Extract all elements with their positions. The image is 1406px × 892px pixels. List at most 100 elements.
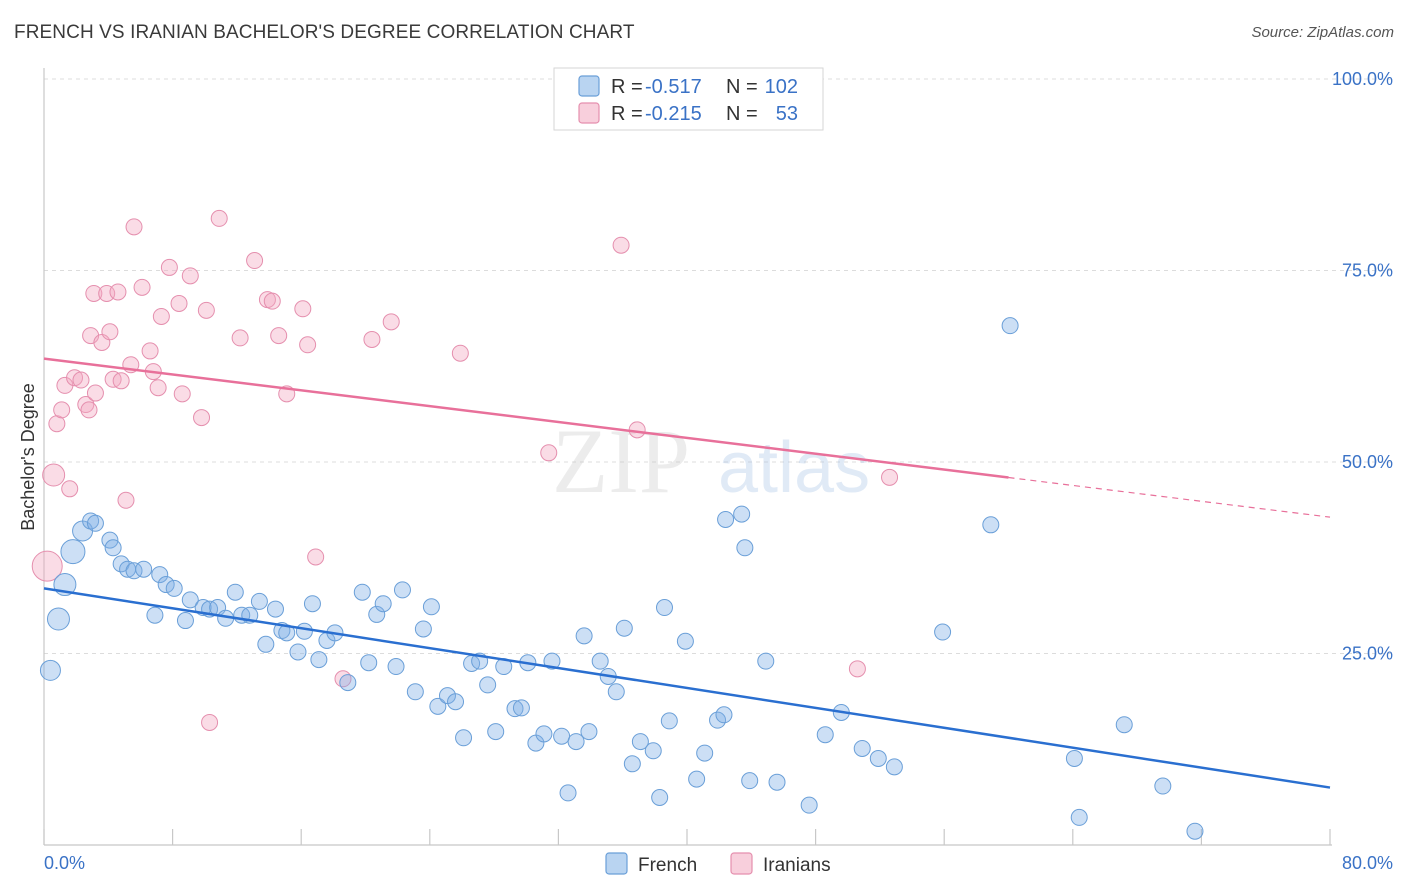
iranians-point-42 [299,336,317,354]
bottom-legend: French Iranians [605,852,831,876]
iranians-point-49 [612,236,630,254]
french-point-45 [414,620,432,638]
french-point-23 [226,583,244,601]
french-points [39,317,1204,840]
french-point-8 [104,539,122,557]
iranians-point-41 [294,300,312,318]
french-point-43 [393,581,411,599]
french-point-18 [181,591,199,609]
iranians-point-33 [201,713,219,731]
bottom-legend-swatch-iranians [730,852,753,875]
iranians-point-23 [141,342,159,360]
legend-n-value-french: 102 [765,76,798,98]
iranians-point-19 [117,491,135,509]
iranians-point-28 [170,294,188,312]
iranians-point-30 [181,267,199,285]
french-point-81 [715,706,733,724]
french-point-71 [623,755,641,773]
bottom-legend-french: French [638,855,697,876]
iranians-point-52 [881,468,899,486]
french-point-72 [631,733,649,751]
iranians-point-31 [193,409,211,427]
y-tick-label-0: 25.0% [1342,644,1393,664]
french-point-97 [1065,749,1083,767]
iranians-point-1 [42,463,66,487]
iranians-point-51 [848,660,866,678]
french-point-93 [885,758,903,776]
french-point-92 [869,749,887,767]
iranians-point-11 [85,284,103,302]
iranians-point-21 [125,218,143,236]
french-point-98 [1070,808,1088,826]
iranians-point-9 [80,401,98,419]
french-point-5 [82,512,100,530]
french-point-66 [580,723,598,741]
iranians-point-32 [197,301,215,319]
french-point-61 [543,652,561,670]
legend-r-value-iranians: -0.215 [645,103,702,125]
french-point-28 [266,600,284,618]
y-axis-label: Bachelor's Degree [18,383,38,531]
watermark-zip: ZIP [552,410,690,512]
iranians-point-26 [152,307,170,325]
french-point-16 [165,579,183,597]
french-point-42 [387,658,405,676]
iranians-trend-line [43,357,1009,479]
french-point-87 [768,773,786,791]
chart-title: FRENCH VS IRANIAN BACHELOR'S DEGREE CORR… [14,22,635,43]
french-point-34 [310,651,328,669]
french-point-32 [295,622,313,640]
iranians-trend-extension [1008,476,1331,518]
y-tick-label-2: 75.0% [1342,261,1393,281]
french-point-69 [607,683,625,701]
french-point-62 [553,727,571,745]
french-point-78 [688,770,706,788]
french-point-26 [250,592,268,610]
french-point-73 [644,742,662,760]
iranians-point-39 [270,327,288,345]
french-point-63 [559,784,577,802]
french-point-3 [60,539,86,565]
french-point-54 [487,723,505,741]
legend-swatch-french [578,75,600,97]
french-point-49 [447,693,465,711]
french-point-64 [567,733,585,751]
iranians-point-35 [231,329,249,347]
watermark-atlas: atlas [718,428,870,508]
french-point-37 [339,674,357,692]
legend-n-label-french: N = [726,76,758,98]
french-point-27 [257,635,275,653]
french-point-1 [46,607,70,631]
french-trend-line [43,587,1331,789]
iranians-point-29 [173,385,191,403]
french-point-76 [660,712,678,730]
french-point-85 [741,772,759,790]
french-point-101 [1186,822,1204,840]
french-point-0 [39,659,61,681]
french-point-74 [651,789,669,807]
french-point-95 [982,516,1000,534]
french-point-99 [1115,716,1133,734]
french-point-50 [455,729,473,747]
y-tick-label-3: 100.0% [1332,69,1393,89]
iranians-point-45 [363,330,381,348]
iranians-point-15 [101,323,119,341]
gridlines [44,78,1392,654]
x-axis-ticks [43,829,1331,845]
french-point-65 [575,627,593,645]
french-point-13 [146,606,164,624]
iranians-point-22 [133,278,151,296]
french-point-39 [360,654,378,672]
french-point-70 [615,619,633,637]
french-point-44 [406,683,424,701]
legend-r-label-french: R = [611,76,643,98]
legend-n-label-iranians: N = [726,103,758,125]
french-point-67 [591,652,609,670]
legend-n-value-iranians: 53 [776,103,798,125]
y-tick-labels: 25.0% 50.0% 75.0% 100.0% [1332,69,1393,664]
x-tick-label-min: 0.0% [44,853,85,873]
iranians-point-47 [451,344,469,362]
iranians-point-17 [109,283,127,301]
french-point-75 [655,599,673,617]
french-point-6 [86,514,104,532]
